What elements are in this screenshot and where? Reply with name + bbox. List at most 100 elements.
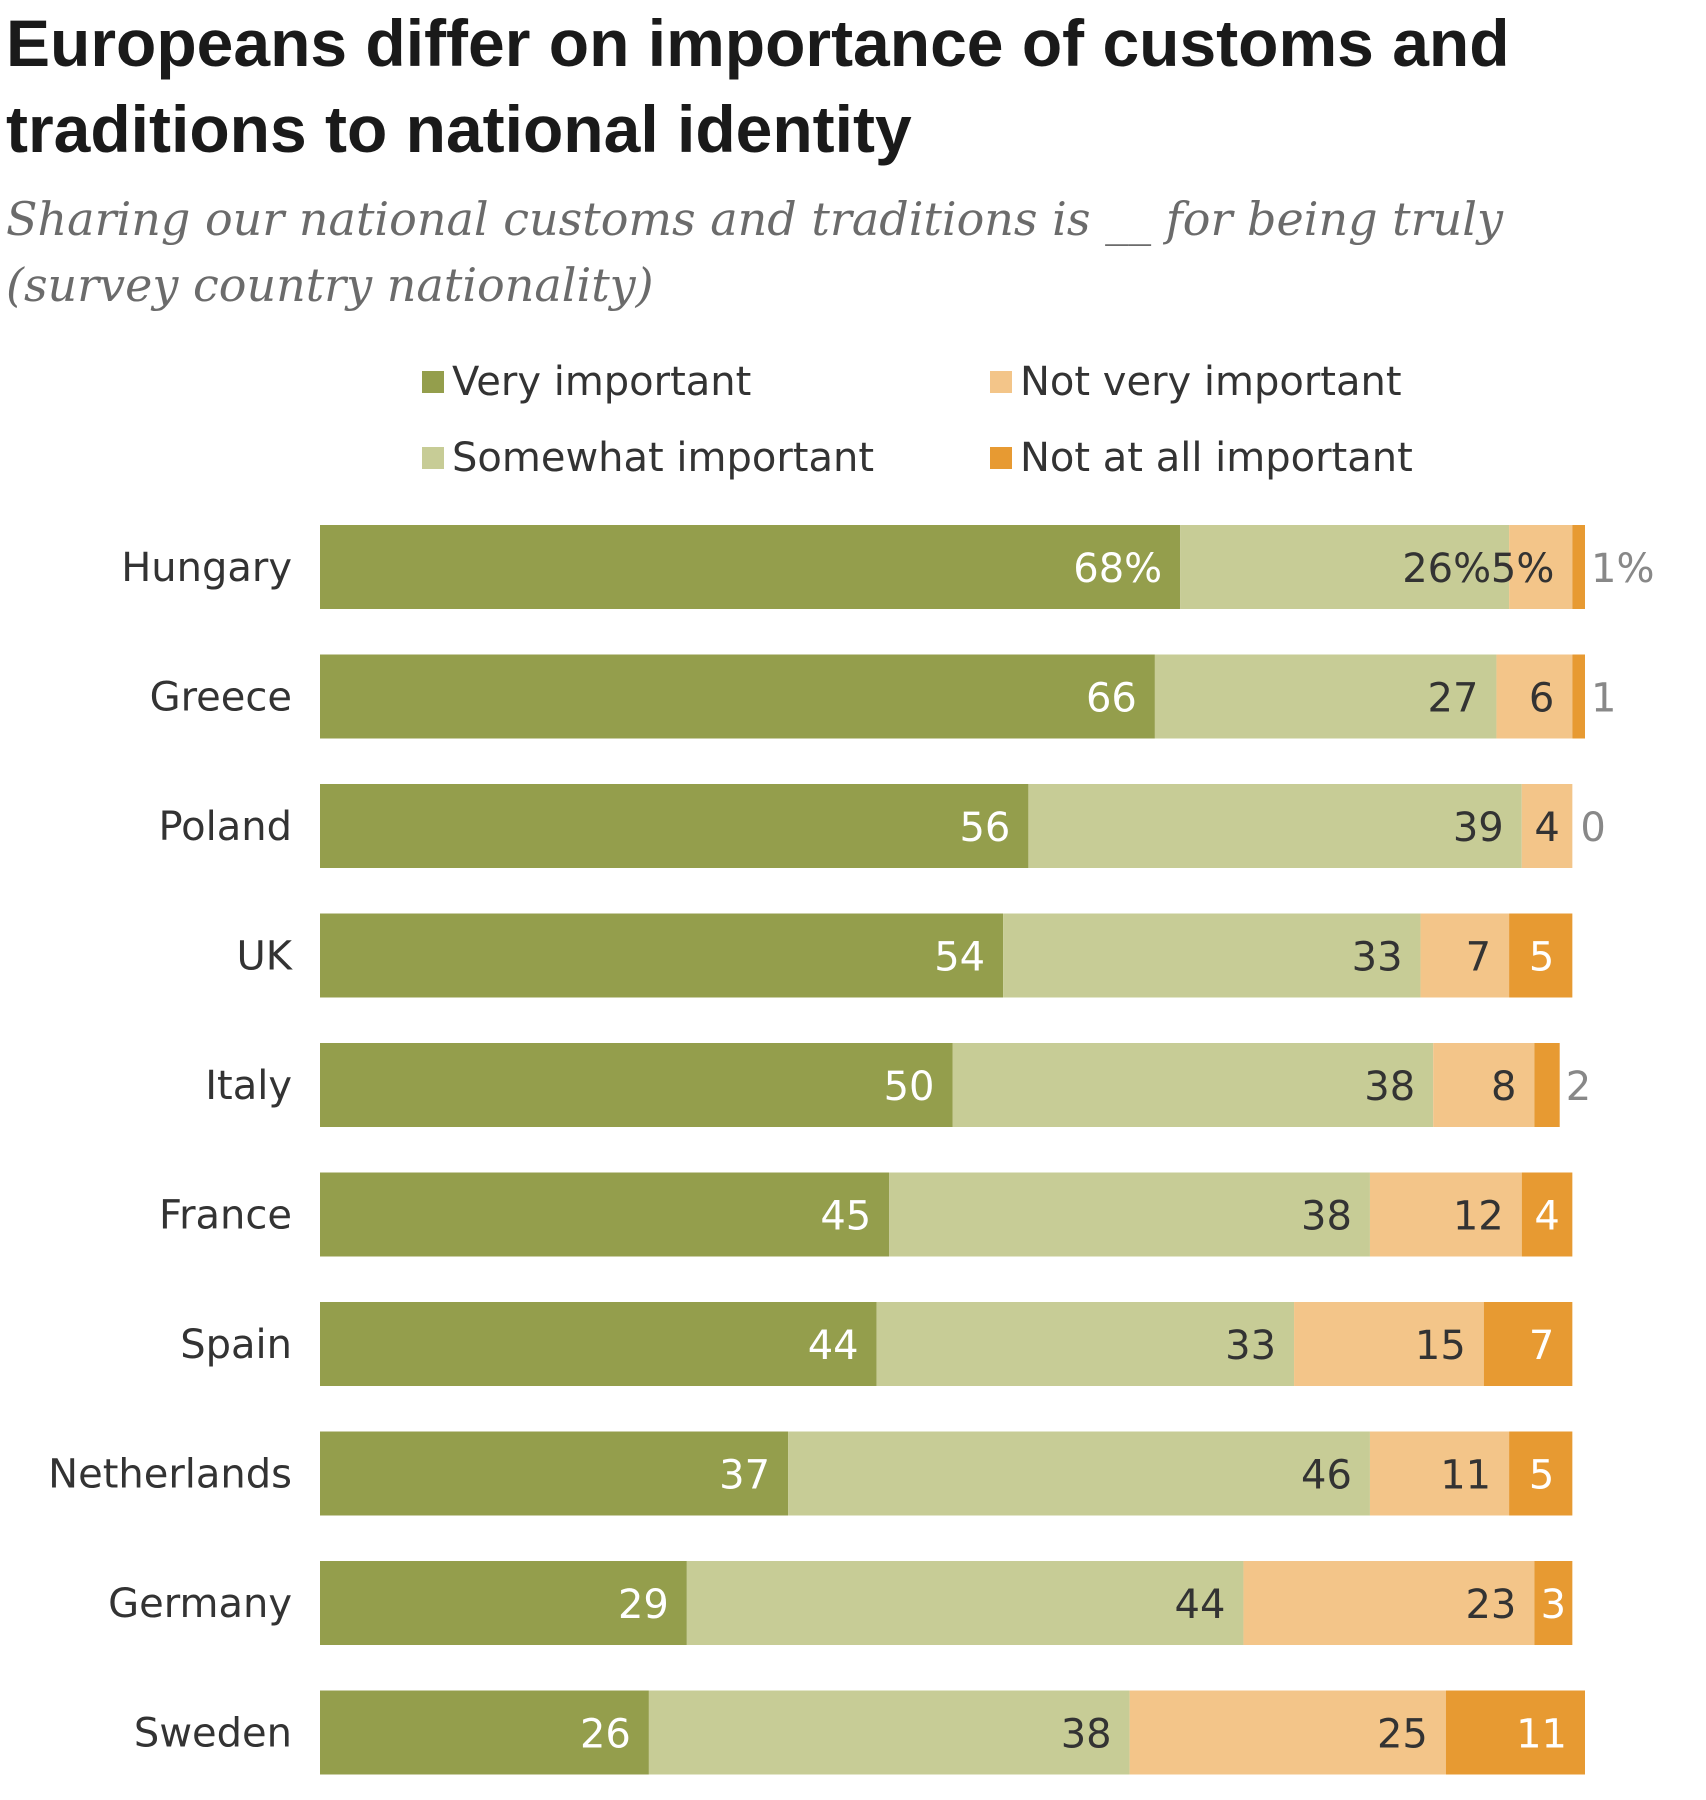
bar-row-poland: Poland 56 39 4 0 [158, 784, 1606, 868]
legend-label-not-at-all-important: Not at all important [1020, 435, 1413, 481]
bar-segment-spain-not-at-all-important [1483, 1302, 1573, 1386]
bar-segment-poland-not-very-important [1521, 784, 1573, 868]
data-label-germany-very-important: 29 [618, 1582, 669, 1628]
data-label-sweden-very-important: 26 [580, 1712, 631, 1758]
bar-segment-greece-very-important [320, 654, 1155, 739]
chart-subtitle: Sharing our national customs and traditi… [6, 192, 1503, 312]
data-label-france-not-very-important: 12 [1453, 1194, 1504, 1240]
legend-swatch-not-at-all-important [990, 447, 1012, 469]
data-label-sweden-not-very-important: 25 [1377, 1712, 1428, 1758]
bar-segment-hungary-somewhat-important [1180, 525, 1510, 609]
data-label-netherlands-somewhat-important: 46 [1301, 1453, 1352, 1499]
bar-segment-france-not-very-important [1369, 1172, 1522, 1257]
legend-label-somewhat-important: Somewhat important [452, 435, 875, 481]
bar-segment-italy-somewhat-important [952, 1043, 1434, 1127]
legend-item-very-important: Very important [422, 357, 751, 407]
legend-swatch-somewhat-important [422, 447, 444, 469]
bar-segment-sweden-not-at-all-important [1445, 1690, 1585, 1775]
bar-segment-france-not-at-all-important [1521, 1172, 1573, 1257]
bar-row-netherlands: Netherlands 37 46 11 5 [48, 1431, 1573, 1516]
bar-segment-poland-very-important [320, 784, 1029, 868]
bar-segment-greece-somewhat-important [1154, 654, 1497, 739]
data-label-netherlands-very-important: 37 [719, 1453, 770, 1499]
bar-segment-netherlands-not-very-important [1369, 1431, 1510, 1516]
bar-segment-germany-not-very-important [1243, 1561, 1535, 1645]
bar-segment-hungary-not-very-important [1509, 525, 1573, 609]
bar-row-sweden: Sweden 26 38 25 11 [134, 1690, 1585, 1775]
bar-segment-spain-not-very-important [1294, 1302, 1484, 1386]
bar-segment-germany-somewhat-important [686, 1561, 1244, 1645]
bar-segment-sweden-somewhat-important [648, 1690, 1130, 1775]
bar-segment-italy-not-at-all-important [1534, 1043, 1560, 1127]
data-label-hungary-somewhat-important: 26% [1402, 546, 1491, 592]
data-label-netherlands-not-at-all-important: 5 [1529, 1453, 1554, 1499]
category-label-netherlands: Netherlands [48, 1452, 292, 1498]
bar-segment-italy-very-important [320, 1043, 953, 1127]
data-label-sweden-not-at-all-important: 11 [1516, 1712, 1567, 1758]
data-label-greece-very-important: 66 [1086, 676, 1137, 722]
data-label-sweden-somewhat-important: 38 [1061, 1712, 1112, 1758]
category-label-hungary: Hungary [121, 545, 292, 591]
bar-row-hungary: Hungary 68% 26% 5% 1% [121, 525, 1654, 609]
data-label-germany-somewhat-important: 44 [1175, 1582, 1226, 1628]
data-label-greece-not-at-all-important: 1 [1591, 676, 1616, 722]
data-label-greece-not-very-important: 6 [1529, 676, 1554, 722]
bar-row-germany: Germany 29 44 23 3 [108, 1561, 1573, 1645]
bar-segment-poland-somewhat-important [1028, 784, 1522, 868]
chart-title: Europeans differ on importance of custom… [6, 6, 1510, 166]
data-label-germany-not-very-important: 23 [1465, 1582, 1516, 1628]
data-label-italy-not-very-important: 8 [1491, 1064, 1516, 1110]
bar-segment-sweden-not-very-important [1129, 1690, 1446, 1775]
data-label-poland-somewhat-important: 39 [1453, 805, 1504, 851]
data-label-italy-very-important: 50 [884, 1064, 935, 1110]
legend-label-very-important: Very important [452, 359, 752, 405]
bar-segment-spain-very-important [320, 1302, 877, 1386]
data-label-netherlands-not-very-important: 11 [1440, 1453, 1491, 1499]
category-label-poland: Poland [158, 804, 292, 850]
bar-segment-hungary-not-at-all-important [1572, 525, 1585, 609]
category-label-germany: Germany [108, 1581, 292, 1627]
legend-label-not-very-important: Not very important [1020, 359, 1402, 405]
bar-segment-uk-not-very-important [1420, 913, 1510, 998]
data-label-uk-somewhat-important: 33 [1352, 935, 1403, 981]
data-label-poland-not-very-important: 4 [1534, 805, 1559, 851]
category-label-france: France [159, 1193, 292, 1239]
bar-segment-greece-not-at-all-important [1572, 654, 1585, 739]
data-label-france-not-at-all-important: 4 [1534, 1194, 1559, 1240]
bar-segment-netherlands-not-at-all-important [1509, 1431, 1573, 1516]
bar-segment-uk-very-important [320, 913, 1004, 998]
bar-row-spain: Spain 44 33 15 7 [180, 1302, 1573, 1386]
legend-swatch-not-very-important [990, 371, 1012, 393]
data-label-germany-not-at-all-important: 3 [1541, 1582, 1566, 1628]
legend-swatch-very-important [422, 371, 444, 393]
category-label-uk: UK [236, 934, 293, 980]
data-label-uk-very-important: 54 [934, 935, 985, 981]
legend-item-not-at-all-important: Not at all important [990, 433, 1413, 483]
data-label-italy-not-at-all-important: 2 [1566, 1064, 1591, 1110]
data-label-france-somewhat-important: 38 [1301, 1194, 1352, 1240]
category-label-greece: Greece [150, 675, 292, 721]
bar-segment-france-very-important [320, 1172, 890, 1257]
data-label-uk-not-very-important: 7 [1466, 935, 1491, 981]
bar-segment-italy-not-very-important [1433, 1043, 1535, 1127]
data-label-spain-somewhat-important: 33 [1225, 1323, 1276, 1369]
bar-row-italy: Italy 50 38 8 2 [205, 1043, 1591, 1127]
bar-segment-netherlands-somewhat-important [788, 1431, 1370, 1516]
bar-row-greece: Greece 66 27 6 1 [150, 654, 1616, 739]
bar-segment-spain-somewhat-important [876, 1302, 1295, 1386]
bar-segment-greece-not-very-important [1496, 654, 1573, 739]
data-label-france-very-important: 45 [820, 1194, 871, 1240]
bar-segment-france-somewhat-important [889, 1172, 1370, 1257]
data-label-greece-somewhat-important: 27 [1428, 676, 1479, 722]
legend-item-not-very-important: Not very important [990, 357, 1402, 407]
bar-segment-sweden-very-important [320, 1690, 649, 1775]
bar-segment-germany-very-important [320, 1561, 687, 1645]
data-label-spain-not-at-all-important: 7 [1529, 1323, 1554, 1369]
category-label-italy: Italy [205, 1063, 292, 1109]
category-label-sweden: Sweden [134, 1711, 292, 1757]
data-label-uk-not-at-all-important: 5 [1529, 935, 1554, 981]
data-label-hungary-very-important: 68% [1073, 546, 1162, 592]
bar-row-uk: UK 54 33 7 5 [236, 913, 1573, 998]
category-label-spain: Spain [180, 1322, 292, 1368]
